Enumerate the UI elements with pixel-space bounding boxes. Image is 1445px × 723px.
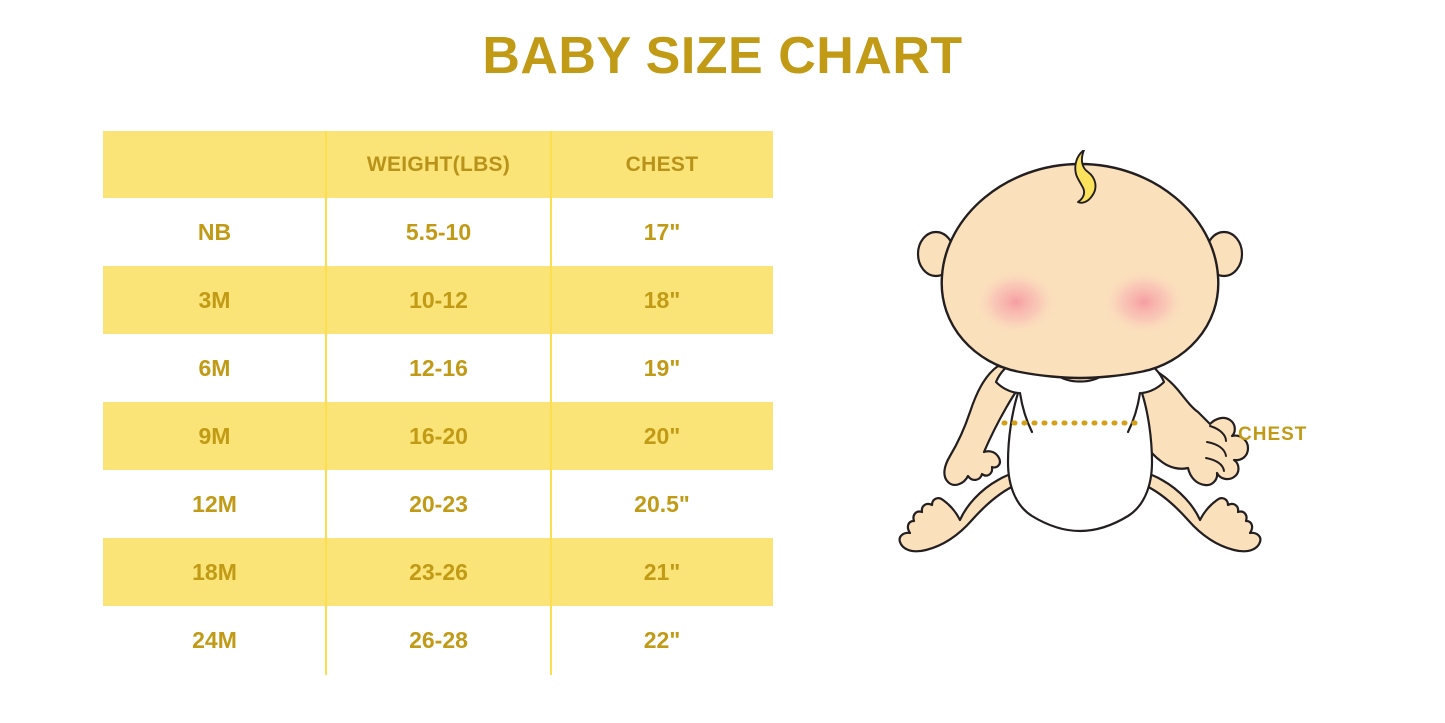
cell-size: 3M — [198, 286, 231, 313]
cell-size: 18M — [192, 558, 237, 585]
cell-weight: 26-28 — [409, 626, 468, 653]
sitting-baby-figure — [898, 150, 1262, 553]
header-cell-chest: CHEST — [625, 152, 699, 176]
right-arm — [1124, 360, 1250, 487]
page-title: BABY SIZE CHART — [482, 27, 963, 85]
left-arm — [943, 364, 1032, 486]
table-row: 12M 20-23 20.5" — [103, 470, 773, 538]
right-cheek-blush — [1102, 269, 1186, 335]
table-row: 6M 12-16 19" — [103, 334, 773, 402]
cell-size: NB — [197, 218, 232, 245]
cell-chest: 21" — [643, 558, 681, 585]
table-row: 3M 10-12 18" — [103, 266, 773, 334]
header-cell-weight: WEIGHT(LBS) — [366, 152, 511, 176]
cell-chest: 19" — [643, 354, 681, 381]
table-row: 9M 16-20 20" — [103, 402, 773, 470]
cell-chest: 17" — [643, 218, 681, 245]
baby-illustration — [880, 150, 1340, 610]
cell-weight: 23-26 — [409, 558, 468, 585]
cell-chest: 22" — [643, 626, 681, 653]
cell-size: 24M — [192, 626, 237, 653]
column-divider-1 — [325, 131, 327, 675]
cell-chest: 18" — [643, 286, 681, 313]
chest-measurement-label: CHEST — [1238, 424, 1308, 445]
cell-size: 9M — [198, 422, 231, 449]
cell-size: 12M — [192, 490, 237, 517]
left-leg — [898, 470, 1034, 553]
header-cell-size — [103, 131, 326, 198]
right-leg — [1126, 470, 1262, 553]
cell-weight: 16-20 — [409, 422, 468, 449]
cell-weight: 5.5-10 — [405, 218, 472, 245]
right-hand — [1205, 425, 1227, 472]
column-divider-2 — [550, 131, 552, 675]
table-header-row: WEIGHT(LBS) CHEST — [103, 131, 773, 198]
size-chart-table: WEIGHT(LBS) CHEST NB 5.5-10 17" 3M 10-12… — [103, 131, 773, 675]
table-row: 18M 23-26 21" — [103, 538, 773, 606]
cell-size: 6M — [198, 354, 231, 381]
cell-chest: 20" — [643, 422, 681, 449]
table-row: 24M 26-28 22" — [103, 606, 773, 674]
hair-curl — [1074, 150, 1097, 204]
cell-weight: 10-12 — [409, 286, 468, 313]
cell-weight: 12-16 — [409, 354, 468, 381]
cell-chest: 20.5" — [634, 490, 690, 517]
left-cheek-blush — [974, 269, 1058, 335]
table-row: NB 5.5-10 17" — [103, 198, 773, 266]
head — [940, 162, 1220, 380]
cell-weight: 20-23 — [409, 490, 468, 517]
onesie — [994, 344, 1166, 533]
